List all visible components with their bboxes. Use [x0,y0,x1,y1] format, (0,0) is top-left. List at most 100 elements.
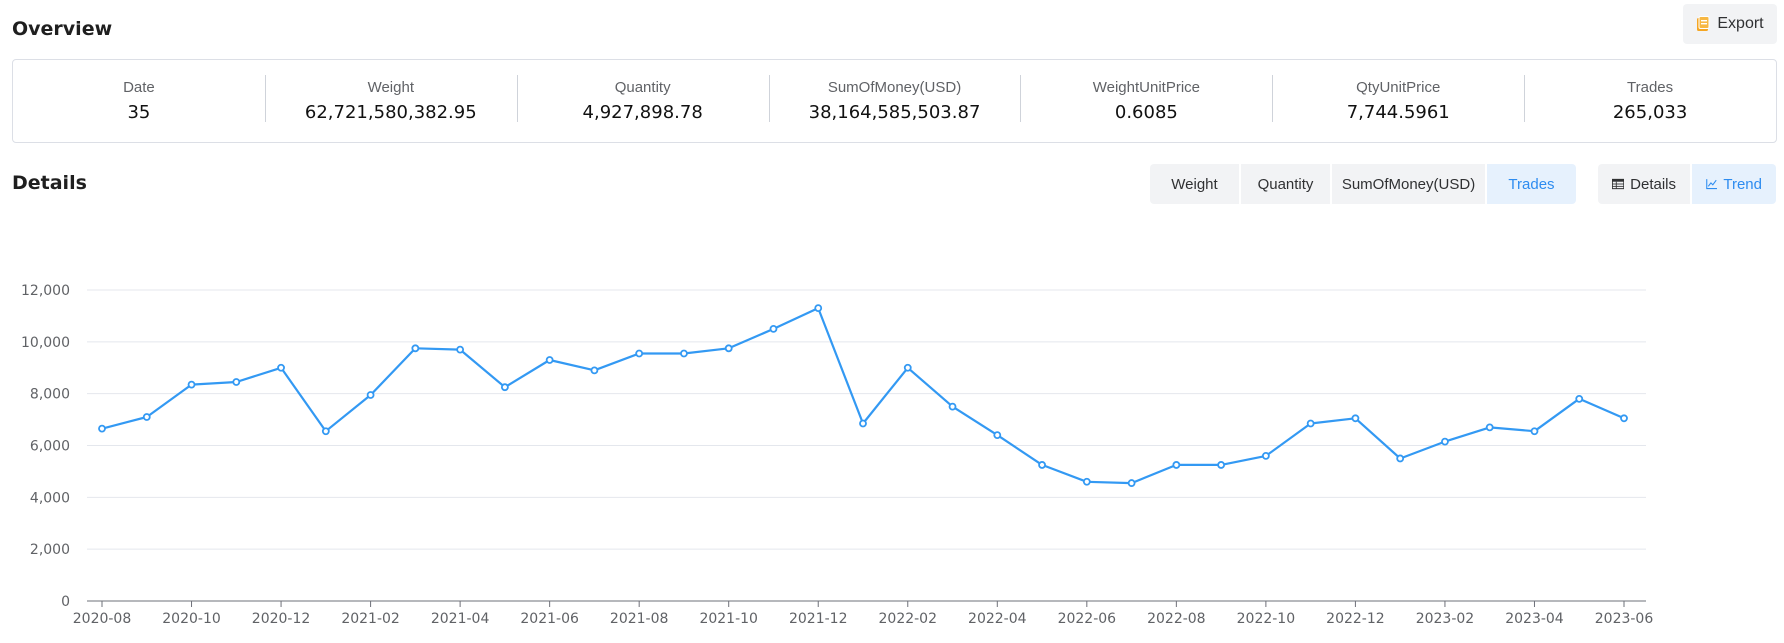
x-tick-label: 2020-08 [73,611,132,627]
data-point [187,380,196,389]
data-point [859,419,867,428]
stat-date: Date 35 [13,60,265,142]
y-tick-label: 4,000 [30,490,70,506]
x-tick-label: 2022-12 [1326,611,1385,627]
y-axis-tick-labels: 0 2,000 4,000 6,000 8,000 10,000 12,000 [21,283,70,610]
data-point [590,366,599,375]
overview-title: Overview [12,18,113,40]
stat-weight-unit-price: WeightUnitPrice 0.6085 [1020,60,1272,142]
data-point [814,304,823,313]
x-tick-label: 2021-06 [520,611,579,627]
x-tick-label: 2021-04 [431,611,490,627]
data-point [1485,423,1494,432]
tab-trades[interactable]: Trades [1487,164,1576,204]
view-tabs: Details Trend [1598,164,1776,204]
data-point [1172,461,1181,469]
stat-value: 4,927,898.78 [582,102,703,123]
data-point [277,363,285,372]
data-point [993,431,1002,440]
stat-quantity: Quantity 4,927,898.78 [516,60,769,142]
stat-label: Weight [367,79,414,96]
stat-label: Quantity [614,79,671,96]
data-point [456,345,465,354]
data-point [411,344,420,353]
x-tick-label: 2020-10 [162,611,221,627]
data-point [903,363,912,372]
tab-weight[interactable]: Weight [1150,164,1239,204]
stat-value: 62,721,580,382.95 [304,102,477,123]
export-button[interactable]: Export [1683,4,1777,44]
x-tick-label: 2022-06 [1058,611,1117,627]
data-point [366,391,375,399]
stat-sum-of-money: SumOfMoney(USD) 38,164,585,503.87 [768,60,1021,142]
tab-quantity[interactable]: Quantity [1241,164,1330,204]
data-point [769,324,778,333]
data-point [1575,394,1584,403]
x-tick-label: 2023-06 [1595,611,1654,627]
y-tick-label: 6,000 [30,439,70,455]
tab-trend-label: Trend [1723,175,1762,193]
data-point [1441,437,1449,446]
data-point [1261,451,1270,460]
series-trades [98,304,1628,487]
stat-qty-unit-price: QtyUnitPrice 7,744.5961 [1272,60,1524,142]
data-point [1127,479,1136,487]
export-label: Export [1717,15,1764,32]
stat-label: Trades [1627,79,1674,96]
trend-chart-icon [1706,179,1717,190]
data-point [98,424,106,433]
data-point [1217,461,1226,469]
data-point [1306,419,1315,428]
overview-card: Date 35 Weight 62,721,580,382.95 Quantit… [12,59,1777,143]
x-tick-label: 2021-10 [699,611,758,627]
data-point [1082,477,1091,486]
tab-trend[interactable]: Trend [1692,164,1776,204]
x-tick-label: 2022-02 [879,611,938,627]
stat-label: WeightUnitPrice [1092,79,1200,96]
data-point [1620,414,1628,423]
data-point [142,413,151,421]
x-tick-label: 2020-12 [252,611,311,627]
data-point [1038,461,1046,469]
data-point [724,344,733,353]
stat-label: Date [123,79,155,96]
data-point [635,349,644,358]
data-point [948,402,957,411]
metric-tabs: Weight Quantity SumOfMoney(USD) Trades [1150,164,1576,204]
tab-details-label: Details [1630,175,1676,193]
series-line [101,306,1625,485]
y-tick-label: 10,000 [21,335,70,351]
data-point [1530,427,1539,436]
tab-sum-of-money[interactable]: SumOfMoney(USD) [1332,164,1485,204]
data-point [321,427,330,436]
stat-trades: Trades 265,033 [1524,60,1776,142]
stat-label: SumOfMoney(USD) [827,79,962,96]
stat-value: 35 [127,102,151,123]
x-tick-label: 2023-04 [1505,611,1564,627]
tab-details[interactable]: Details [1598,164,1690,204]
data-point [232,378,241,386]
data-point [545,356,554,364]
y-tick-label: 12,000 [21,283,70,299]
y-tick-label: 8,000 [30,387,70,403]
table-icon [1612,178,1625,190]
x-tick-label: 2022-04 [968,611,1027,627]
data-point [1396,454,1405,463]
y-tick-label: 2,000 [30,542,70,558]
x-axis-tick-labels: 2020-08 2020-10 2020-12 2021-02 2021-04 2021-… [73,611,1654,627]
x-tick-label: 2021-02 [341,611,400,627]
stat-value: 265,033 [1612,102,1688,123]
trades-trend-chart: 0 2,000 4,000 6,000 8,000 10,000 12,000 2020-0… [21,283,1654,627]
x-tick-label: 2021-12 [789,611,848,627]
stat-value: 38,164,585,503.87 [808,102,981,123]
stat-value: 7,744.5961 [1346,102,1450,123]
data-point [680,349,688,358]
details-title: Details [12,172,87,194]
x-tick-label: 2022-08 [1147,611,1206,627]
stat-weight: Weight 62,721,580,382.95 [264,60,517,142]
stat-value: 0.6085 [1114,102,1178,123]
data-point [1351,414,1360,423]
x-tick-label: 2023-02 [1416,611,1475,627]
stat-label: QtyUnitPrice [1356,79,1441,96]
x-axis [87,600,1646,607]
